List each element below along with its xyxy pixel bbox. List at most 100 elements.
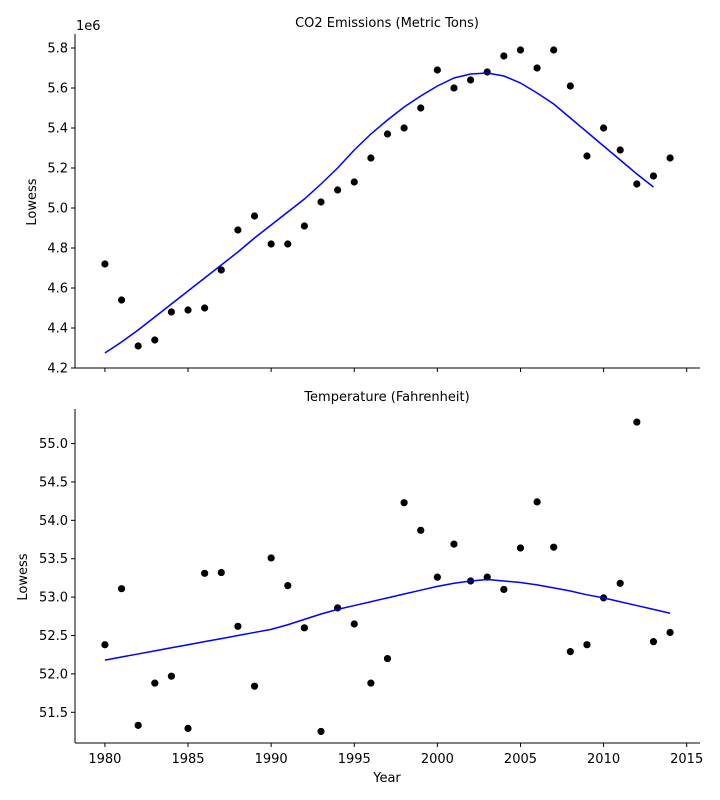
co2-data-point [267, 240, 275, 248]
co2-data-point [350, 178, 358, 186]
co2-data-point [433, 66, 441, 74]
temperature-y-axis-label: Lowess [16, 553, 31, 600]
temperature-x-tick-label: 1985 [171, 752, 204, 767]
temperature-data-point [300, 624, 308, 632]
co2-data-point [383, 130, 392, 138]
temperature-data-point [117, 585, 126, 593]
co2-y-tick-label: 4.4 [47, 322, 68, 337]
temperature-x-tick-label: 1990 [255, 752, 288, 767]
temperature-y-tick-label: 53.5 [39, 552, 68, 567]
co2-y-tick-label: 4.8 [47, 242, 68, 257]
temperature-y-tick-label: 52.0 [39, 667, 68, 682]
co2-data-point [117, 296, 126, 304]
temperature-data-marks [101, 418, 674, 736]
temperature-x-tick-label: 1995 [338, 752, 371, 767]
co2-data-point [500, 52, 508, 60]
co2-data-point [284, 240, 292, 248]
co2-data-point [633, 180, 641, 188]
temperature-data-point [267, 554, 275, 562]
temperature-data-point [134, 721, 142, 729]
co2-lowess-line [104, 72, 654, 354]
temperature-y-tick-label: 55.0 [39, 437, 68, 452]
temperature-data-point [167, 672, 176, 680]
temperature-data-point [201, 569, 209, 577]
co2-data-point [483, 68, 491, 76]
co2-data-point [450, 84, 458, 92]
co2-data-point [250, 212, 259, 220]
temperature-data-point [450, 540, 458, 548]
temperature-y-tick-label: 51.5 [39, 706, 68, 721]
co2-data-point [101, 260, 109, 268]
co2-data-point [616, 146, 624, 154]
co2-data-point [417, 104, 425, 112]
co2-y-tick-label: 4.6 [47, 282, 68, 297]
co2-data-point [184, 306, 192, 314]
co2-data-point [533, 64, 541, 72]
co2-y-tick-label: 5.6 [47, 82, 68, 97]
co2-y-tick-label: 5.8 [47, 42, 68, 57]
co2-data-point [550, 46, 558, 54]
temperature-x-tick-label: 2000 [421, 752, 454, 767]
temperature-data-point [566, 648, 574, 656]
temperature-data-point [616, 579, 624, 587]
temperature-lowess-line [104, 578, 671, 661]
co2-data-point [300, 222, 308, 230]
temperature-y-tick-label: 52.5 [39, 629, 68, 644]
temperature-data-point [367, 679, 375, 687]
temperature-data-point [317, 727, 325, 736]
co2-data-point [234, 226, 242, 234]
co2-data-point [400, 124, 408, 132]
co2-data-point [134, 342, 142, 350]
temperature-y-tick-label: 54.0 [39, 514, 68, 529]
co2-y-tick-label: 5.0 [47, 202, 68, 217]
co2-data-point [367, 154, 375, 162]
temperature-data-point [666, 628, 674, 637]
co2-y-tick-label: 5.4 [47, 122, 68, 137]
co2-panel: CO2 Emissions (Metric Tons) 1e6 Lowess 4… [25, 16, 700, 377]
co2-y-axis-label: Lowess [25, 178, 40, 225]
temperature-data-point [350, 620, 358, 628]
temperature-data-point [417, 526, 425, 534]
temperature-data-point [151, 679, 159, 687]
co2-axis-ticks: 4.2 4.4 4.6 4.8 5.0 5.2 5.4 5.6 5.8 [47, 42, 688, 377]
temperature-data-point [500, 585, 508, 594]
temperature-axis-ticks: 51.5 52.0 52.5 53.0 53.5 54.0 54.5 55.0 1980 1985… [39, 437, 703, 767]
temperature-data-point [533, 498, 541, 506]
temperature-data-point [583, 641, 591, 649]
co2-data-point [516, 46, 525, 54]
temperature-x-tick-label: 2010 [587, 752, 620, 767]
temperature-data-point [250, 682, 259, 690]
temperature-x-tick-label: 2005 [504, 752, 537, 767]
co2-data-point [666, 154, 674, 162]
temperature-data-point [433, 573, 441, 581]
temperature-y-tick-label: 54.5 [39, 475, 68, 490]
co2-data-point [334, 186, 342, 194]
co2-data-point [201, 304, 209, 312]
co2-y-tick-label: 5.2 [47, 162, 68, 177]
temperature-chart-title: Temperature (Fahrenheit) [303, 390, 469, 405]
co2-chart-title: CO2 Emissions (Metric Tons) [295, 16, 479, 31]
co2-data-marks [101, 46, 674, 354]
temperature-panel: Temperature (Fahrenheit) Lowess Year 51.… [16, 390, 703, 786]
co2-data-point [583, 152, 591, 160]
co2-data-point [217, 266, 225, 274]
co2-y-tick-label: 4.2 [47, 362, 68, 377]
temperature-data-point [550, 543, 558, 551]
co2-data-point [467, 76, 475, 84]
temperature-data-point [383, 654, 392, 663]
temperature-data-point [101, 641, 109, 649]
co2-offset-text: 1e6 [76, 19, 101, 34]
co2-data-point [317, 198, 325, 206]
co2-data-point [599, 124, 608, 132]
co2-data-point [649, 172, 658, 180]
co2-data-point [566, 82, 574, 90]
temperature-x-tick-label: 1980 [88, 752, 121, 767]
co2-data-point [151, 336, 159, 344]
temperature-data-point [633, 418, 641, 426]
temperature-x-axis-label: Year [372, 771, 401, 786]
temperature-data-point [516, 544, 525, 552]
temperature-data-point [400, 499, 408, 507]
temperature-y-tick-label: 53.0 [39, 591, 68, 606]
temperature-data-point [284, 581, 292, 590]
